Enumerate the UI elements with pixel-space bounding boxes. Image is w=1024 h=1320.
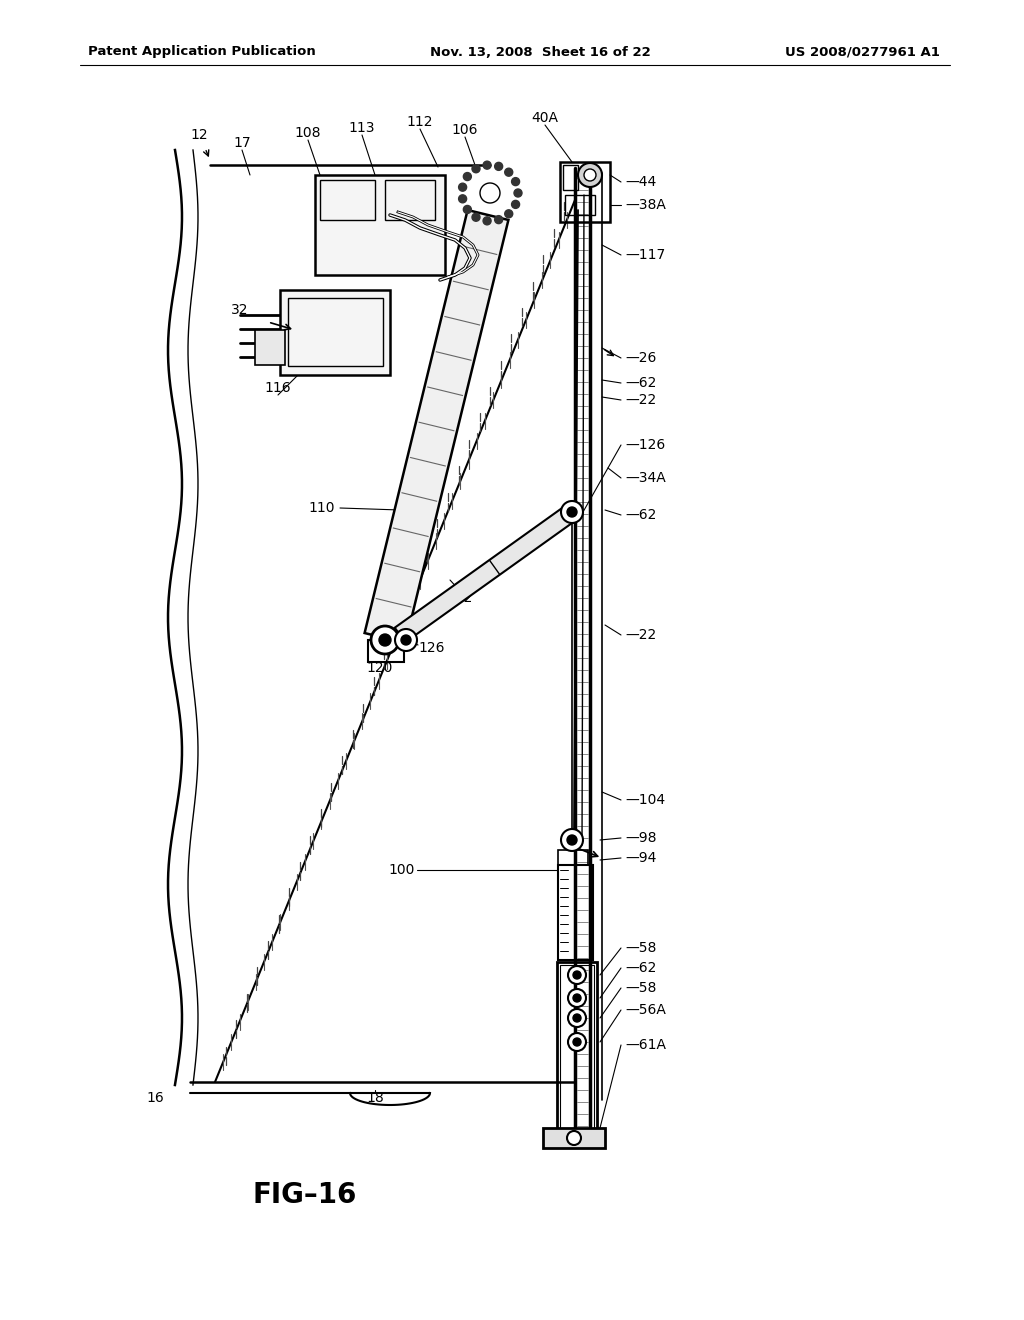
Bar <box>288 298 383 366</box>
Circle shape <box>505 210 513 218</box>
Text: 108: 108 <box>295 125 322 140</box>
Circle shape <box>459 183 467 191</box>
Bar <box>560 162 610 222</box>
Circle shape <box>495 215 503 223</box>
Text: —58: —58 <box>625 981 656 995</box>
Circle shape <box>573 972 581 979</box>
Bar <box>543 1129 605 1148</box>
Text: 120: 120 <box>367 661 393 675</box>
Circle shape <box>505 168 513 176</box>
Text: 112: 112 <box>407 115 433 129</box>
Bar <box>319 180 375 220</box>
Circle shape <box>495 162 503 170</box>
Circle shape <box>463 206 471 214</box>
Text: —26: —26 <box>625 351 656 366</box>
Bar <box>280 290 390 375</box>
Circle shape <box>578 162 602 187</box>
Text: 126: 126 <box>418 642 444 655</box>
Text: —126: —126 <box>625 438 666 451</box>
Text: —62: —62 <box>625 376 656 389</box>
Text: FIG–16: FIG–16 <box>253 1181 357 1209</box>
Bar <box>255 330 285 366</box>
Text: —58: —58 <box>625 941 656 954</box>
Circle shape <box>472 165 480 173</box>
Text: —56A: —56A <box>625 1003 666 1016</box>
Bar <box>558 850 588 865</box>
Text: 122: 122 <box>446 591 473 605</box>
Polygon shape <box>365 210 508 643</box>
Text: 18: 18 <box>367 1092 384 1105</box>
Circle shape <box>573 1014 581 1022</box>
Circle shape <box>573 994 581 1002</box>
Text: 116: 116 <box>264 381 291 395</box>
Text: 17: 17 <box>233 136 251 150</box>
Text: 110: 110 <box>308 502 335 515</box>
Circle shape <box>483 216 492 224</box>
Text: 16: 16 <box>146 1092 164 1105</box>
Bar <box>385 180 435 220</box>
Circle shape <box>514 189 522 197</box>
Circle shape <box>568 966 586 983</box>
Circle shape <box>512 201 519 209</box>
Bar <box>560 965 594 1142</box>
Circle shape <box>567 507 577 517</box>
Circle shape <box>567 836 577 845</box>
Circle shape <box>573 1038 581 1045</box>
Text: —44: —44 <box>625 176 656 189</box>
Circle shape <box>512 178 519 186</box>
Circle shape <box>568 989 586 1007</box>
Bar <box>315 176 445 275</box>
Text: Patent Application Publication: Patent Application Publication <box>88 45 315 58</box>
Circle shape <box>401 635 411 645</box>
Text: —34A: —34A <box>625 471 666 484</box>
Circle shape <box>379 634 391 645</box>
Circle shape <box>463 173 471 181</box>
Bar <box>565 195 595 215</box>
Bar <box>368 640 404 663</box>
Text: —62: —62 <box>625 961 656 975</box>
Circle shape <box>568 1008 586 1027</box>
Bar <box>563 165 578 190</box>
Text: —98: —98 <box>625 832 656 845</box>
Circle shape <box>561 829 583 851</box>
Bar <box>558 865 593 960</box>
Circle shape <box>568 1034 586 1051</box>
Circle shape <box>472 214 480 222</box>
Text: Nov. 13, 2008  Sheet 16 of 22: Nov. 13, 2008 Sheet 16 of 22 <box>430 45 650 58</box>
Bar <box>557 962 597 1144</box>
Circle shape <box>567 1131 581 1144</box>
Text: —117: —117 <box>625 248 666 261</box>
Text: —62: —62 <box>625 508 656 521</box>
Text: 113: 113 <box>349 121 375 135</box>
Text: —38A: —38A <box>625 198 666 213</box>
Circle shape <box>459 195 467 203</box>
Polygon shape <box>395 504 578 643</box>
Circle shape <box>584 169 596 181</box>
Circle shape <box>371 626 399 653</box>
Text: —22: —22 <box>625 393 656 407</box>
Text: —94: —94 <box>625 851 656 865</box>
Text: 100: 100 <box>389 863 415 876</box>
Text: 32: 32 <box>230 304 248 317</box>
Text: —104: —104 <box>625 793 666 807</box>
Circle shape <box>395 630 417 651</box>
Text: US 2008/0277961 A1: US 2008/0277961 A1 <box>785 45 940 58</box>
Text: —22: —22 <box>625 628 656 642</box>
Text: —61A: —61A <box>625 1038 666 1052</box>
Circle shape <box>483 161 492 169</box>
Text: 12: 12 <box>190 128 208 143</box>
Circle shape <box>561 502 583 523</box>
Text: 40A: 40A <box>531 111 558 125</box>
Text: 106: 106 <box>452 123 478 137</box>
